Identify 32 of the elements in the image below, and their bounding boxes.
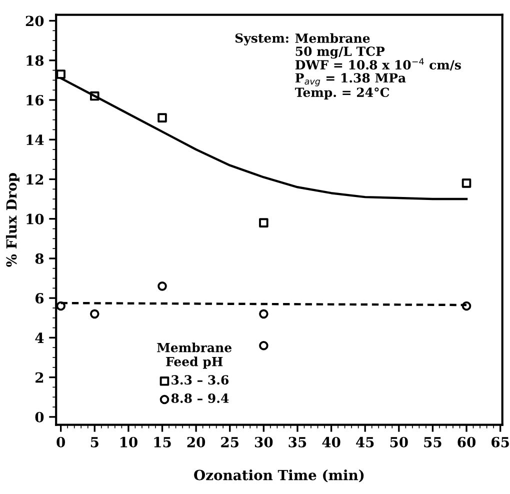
text: Membrane 50 mg/L TCP DWF = 10.8 x 10$^{−4}$ cm/s P$_{avg}$ = 1.38 MPa Temp. = 24°C: [294, 33, 461, 100]
y-tick-label: 16: [26, 94, 44, 106]
y-tick-label: 0: [35, 412, 44, 422]
x-tick-label: 30: [254, 436, 273, 448]
legend-label: 8.8 – 9.4: [171, 394, 229, 403]
y-tick-label: 6: [36, 293, 44, 304]
x-tick-label: 35: [288, 436, 306, 448]
x-tick-label: 40: [322, 436, 340, 448]
x-tick-label: 60: [458, 436, 476, 448]
y-tick-label: 12: [26, 174, 44, 184]
legend-label: 3.3 – 3.6: [172, 375, 229, 385]
y-tick-label: 10: [26, 214, 44, 224]
x-tick-label: 0: [56, 436, 66, 448]
x-tick-label: 5: [90, 437, 98, 448]
x-axis-title: Ozonation Time (min): [194, 470, 364, 482]
x-tick-label: 65: [492, 436, 509, 448]
legend-title: Membrane Feed pH: [157, 342, 232, 369]
y-tick-label: 2: [36, 372, 44, 383]
x-tick-label: 25: [221, 436, 238, 448]
y-tick-label: 18: [26, 55, 44, 66]
x-tick-label: 50: [390, 436, 408, 448]
x-tick-label: 55: [424, 437, 442, 448]
y-tick-label: 8: [35, 253, 44, 264]
x-tick-label: 10: [120, 436, 138, 448]
x-tick-label: 20: [187, 436, 206, 448]
y-tick-label: 4: [35, 332, 44, 343]
y-tick-label: 20: [26, 16, 44, 26]
y-axis-title: % Flux Drop: [6, 173, 20, 267]
x-tick-label: 45: [356, 436, 374, 448]
y-tick-label: 14: [26, 134, 44, 145]
annotation: System:: [235, 33, 288, 46]
x-tick-label: 15: [154, 436, 171, 448]
